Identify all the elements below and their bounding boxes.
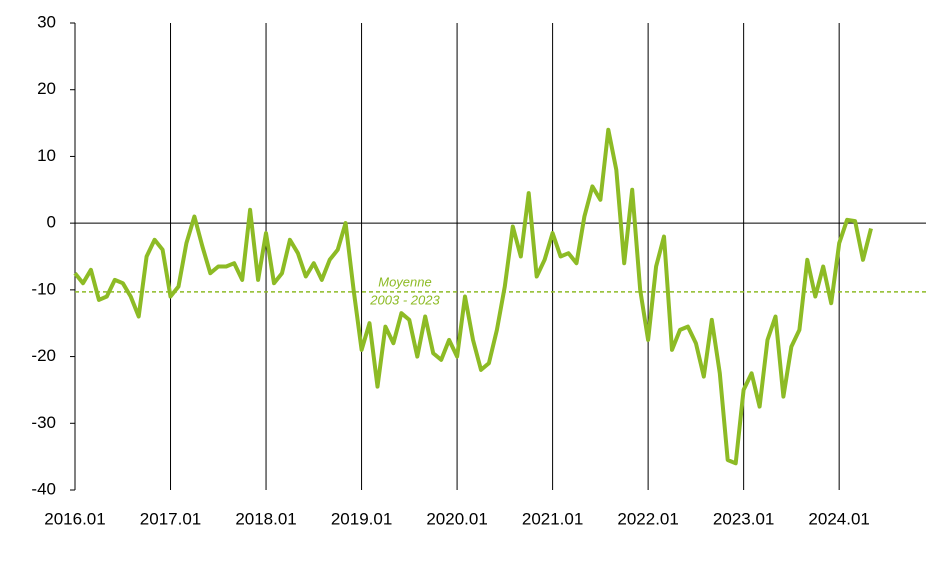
y-tick-label: 0 bbox=[47, 213, 56, 232]
x-tick-label: 2020.01 bbox=[426, 509, 487, 528]
y-tick-label: 10 bbox=[37, 146, 56, 165]
data-line bbox=[73, 127, 873, 466]
x-tick-label: 2017.01 bbox=[140, 509, 201, 528]
x-tick-label: 2023.01 bbox=[713, 509, 774, 528]
y-tick-label: -10 bbox=[31, 279, 56, 298]
y-tick-label: 30 bbox=[37, 12, 56, 31]
x-tick-label: 2021.01 bbox=[522, 509, 583, 528]
y-tick-label: -40 bbox=[31, 479, 56, 498]
x-tick-label: 2016.01 bbox=[44, 509, 105, 528]
y-tick-label: -30 bbox=[31, 413, 56, 432]
x-tick-label: 2019.01 bbox=[331, 509, 392, 528]
average-label: Moyenne bbox=[378, 274, 431, 289]
average-sublabel: 2003 - 2023 bbox=[369, 292, 440, 307]
y-tick-label: -20 bbox=[31, 346, 56, 365]
x-tick-label: 2022.01 bbox=[617, 509, 678, 528]
x-tick-label: 2024.01 bbox=[808, 509, 869, 528]
y-tick-label: 20 bbox=[37, 79, 56, 98]
x-tick-label: 2018.01 bbox=[235, 509, 296, 528]
